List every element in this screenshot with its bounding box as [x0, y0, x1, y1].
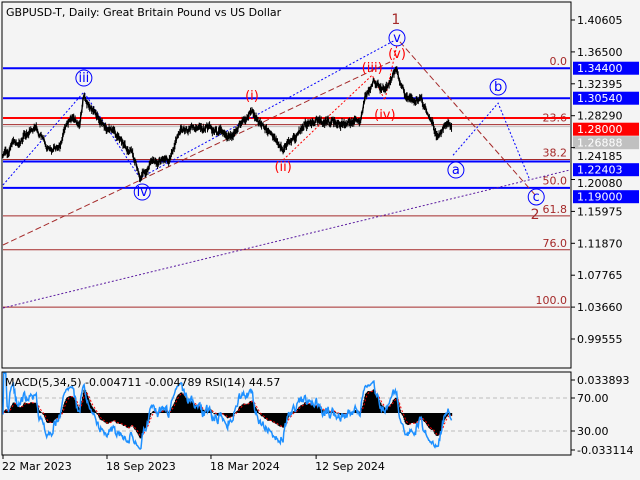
- rsi-line: [2, 372, 453, 450]
- price-level-label: 1.28000: [577, 123, 623, 136]
- wave-trend-line[interactable]: [2, 169, 570, 309]
- price-level-badge: [573, 122, 639, 136]
- price-level-badge: [573, 61, 639, 75]
- price-level-badge: [573, 163, 639, 177]
- wave-label: v: [393, 31, 401, 46]
- wave-trend-line[interactable]: [399, 41, 536, 196]
- price-tick-label: 1.11870: [577, 237, 623, 250]
- wave-label: (i): [245, 89, 259, 104]
- price-level-label: 1.26888: [577, 137, 623, 150]
- wave-label: (ii): [274, 160, 291, 175]
- price-level-label: 1.30540: [577, 92, 623, 105]
- price-level-badge: [573, 190, 639, 204]
- rsi-level-label: 30.00: [577, 425, 609, 438]
- fib-level-label: 50.0: [543, 175, 568, 188]
- wave-label: (iii): [362, 61, 383, 76]
- date-tick-label: 22 Mar 2023: [2, 460, 72, 473]
- rsi-level-label: 70.00: [577, 392, 609, 405]
- fib-level-label: 0.0: [550, 55, 568, 68]
- price-tick-label: 0.99555: [577, 333, 623, 346]
- fib-level-label: 100.0: [536, 294, 568, 307]
- wave-trend-line[interactable]: [2, 61, 391, 246]
- price-level-label: 1.34400: [577, 62, 623, 75]
- wave-label: c: [533, 190, 540, 205]
- fib-level-label: 76.0: [543, 237, 568, 250]
- price-tick-label: 1.40605: [577, 14, 623, 27]
- macd-range-label: 0.033893: [577, 374, 630, 387]
- wave-label-circle: [133, 183, 151, 201]
- price-tick-label: 1.07765: [577, 269, 623, 282]
- price-line[interactable]: [2, 67, 453, 180]
- price-tick-label: 1.36500: [577, 46, 623, 59]
- wave-label-circle: [447, 161, 465, 179]
- price-tick-label: 1.03660: [577, 301, 623, 314]
- main-pane[interactable]: [1, 1, 572, 369]
- wave-label-circle: [388, 29, 406, 47]
- price-tick-label: 1.32395: [577, 78, 623, 91]
- wave-label: iv: [137, 185, 149, 200]
- date-tick-label: 12 Sep 2024: [315, 460, 385, 473]
- price-level-badge: [573, 91, 639, 105]
- price-level-badge: [573, 136, 639, 150]
- macd-signal-line: [2, 389, 452, 438]
- wave-label: 1: [391, 12, 400, 28]
- wave-label-circle: [75, 69, 93, 87]
- wave-label: iii: [78, 71, 89, 86]
- chart-title: GBPUSD-T, Daily: Great Britain Pound vs …: [6, 6, 282, 19]
- price-level-label: 1.22403: [577, 164, 623, 177]
- fib-level-label: 61.8: [543, 203, 568, 216]
- indicator-label: MACD(5,34,5) -0.004711 -0.004789 RSI(14)…: [5, 376, 280, 389]
- price-tick-label: 1.20080: [577, 177, 623, 190]
- price-tick-label: 1.15975: [577, 205, 623, 218]
- wave-label-circle: [489, 78, 507, 96]
- wave-label: a: [452, 163, 460, 178]
- wave-label: (v): [388, 47, 406, 62]
- date-tick-label: 18 Sep 2023: [106, 460, 176, 473]
- price-tick-label: 1.24185: [577, 150, 623, 163]
- wave-label: 2: [531, 207, 540, 223]
- wave-label: b: [494, 80, 502, 95]
- fib-level-label: 38.2: [543, 146, 568, 159]
- price-tick-label: 1.28290: [577, 110, 623, 123]
- price-level-label: 1.19000: [577, 191, 623, 204]
- wave-trend-line[interactable]: [452, 102, 531, 181]
- date-tick-label: 18 Mar 2024: [210, 460, 280, 473]
- macd-range-label: -0.033114: [577, 444, 633, 457]
- wave-label-circle: [527, 188, 545, 206]
- wave-label: (iv): [374, 108, 395, 123]
